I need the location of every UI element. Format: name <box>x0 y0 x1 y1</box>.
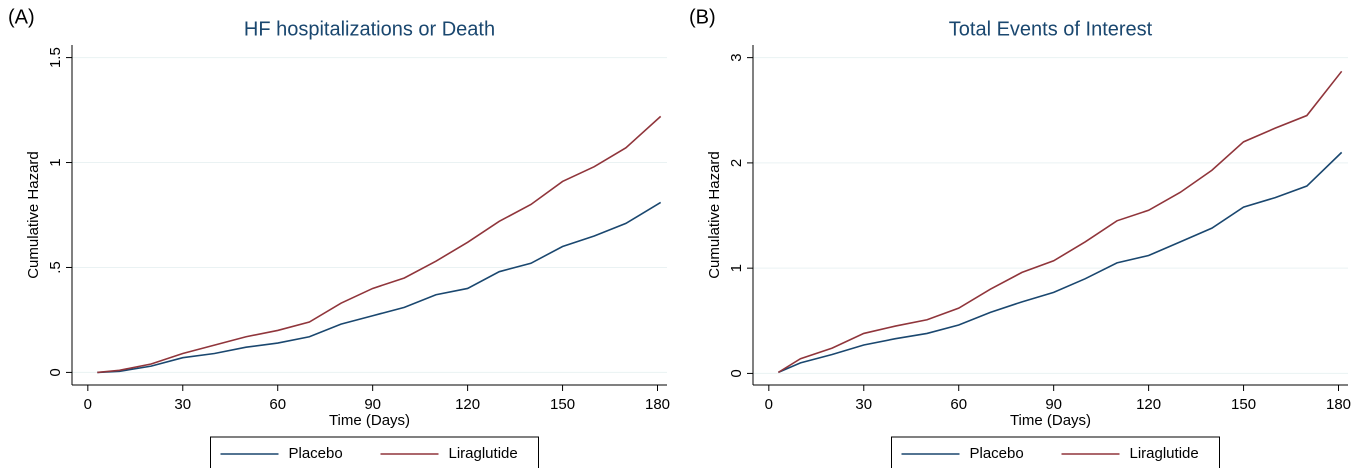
x-tick-label: 60 <box>269 396 286 413</box>
x-tick-label: 180 <box>645 396 670 413</box>
chart-title: HF hospitalizations or Death <box>244 18 495 40</box>
x-axis-label: Time (Days) <box>1010 412 1091 429</box>
panel-label: (A) <box>8 6 35 28</box>
line-series <box>777 70 1343 374</box>
legend-label: Placebo <box>970 445 1024 462</box>
y-tick-label: 3 <box>728 53 745 61</box>
y-tick-label: 0 <box>728 369 745 377</box>
legend-box <box>891 436 1220 468</box>
x-tick-label: 30 <box>174 396 191 413</box>
chart: (A) HF hospitalizations or Death 0 .5 1 1.5 0 3… <box>8 6 670 468</box>
x-tick-label: 90 <box>1045 396 1062 413</box>
x-tick-label: 90 <box>364 396 381 413</box>
x-axis-label: Time (Days) <box>329 412 410 429</box>
legend-label: Liraglutide <box>1130 445 1199 462</box>
x-tick-label: 120 <box>1136 396 1161 413</box>
line-series <box>778 151 1343 374</box>
y-tick-label: 2 <box>728 159 745 167</box>
y-tick-label: 1 <box>47 158 64 166</box>
x-tick-label: 0 <box>765 396 773 413</box>
x-tick-label: 120 <box>455 396 480 413</box>
x-tick-label: 0 <box>84 396 92 413</box>
y-axis-label: Cumulative Hazard <box>25 151 42 279</box>
x-tick-label: 60 <box>950 396 967 413</box>
legend-box <box>210 436 539 468</box>
x-tick-label: 150 <box>550 396 575 413</box>
x-tick-label: 150 <box>1231 396 1256 413</box>
line-series <box>97 201 662 374</box>
x-tick-label: 180 <box>1326 396 1351 413</box>
x-tick-label: 30 <box>855 396 872 413</box>
legend-label: Placebo <box>289 445 343 462</box>
y-tick-label: 1 <box>728 264 745 272</box>
y-tick-label: .5 <box>47 261 64 274</box>
line-series <box>97 115 662 374</box>
panel-label: (B) <box>689 6 716 28</box>
chart-title: Total Events of Interest <box>949 18 1153 40</box>
y-tick-label: 1.5 <box>47 47 64 68</box>
y-tick-label: 0 <box>47 368 64 376</box>
legend-label: Liraglutide <box>449 445 518 462</box>
y-axis-label: Cumulative Hazard <box>706 151 723 279</box>
